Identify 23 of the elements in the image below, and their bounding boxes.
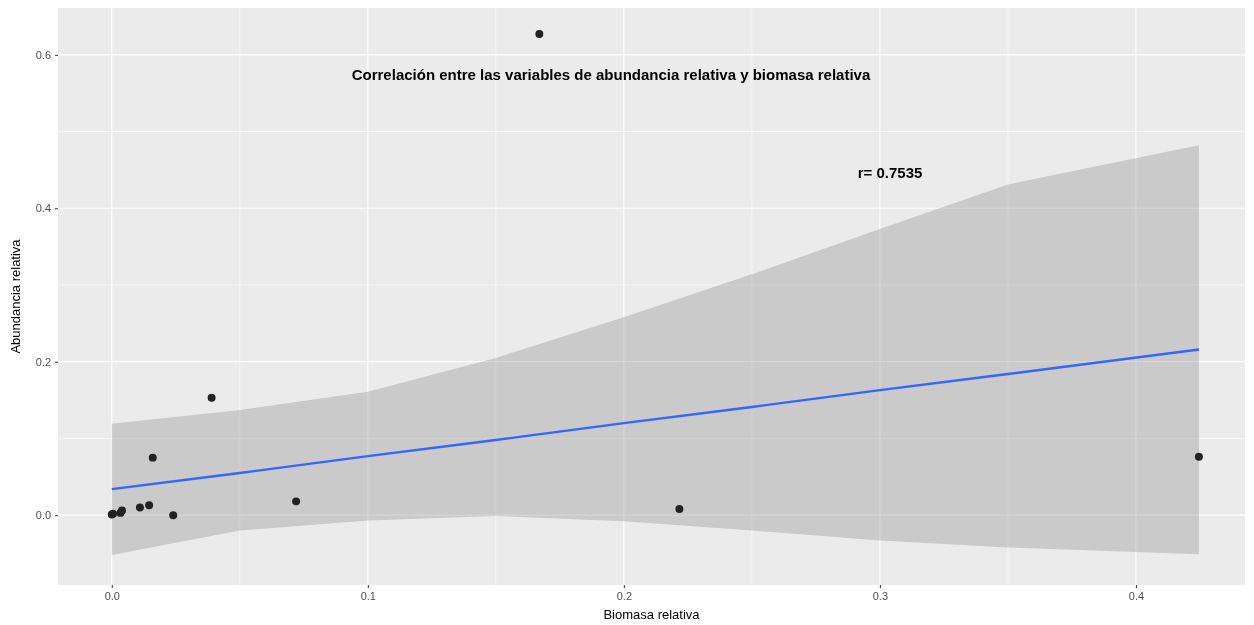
- y-tick-label: 0.2: [35, 355, 51, 368]
- point: [1194, 452, 1203, 461]
- x-tick-label: 0.1: [360, 589, 376, 602]
- x-tick-label: 0.3: [872, 589, 889, 602]
- text: Correlación entre las variables de abundancia relativa y biomasa relativa: [351, 66, 871, 83]
- annotation: r= 0.7535: [857, 164, 923, 181]
- x-tick-label: 0.2: [616, 589, 632, 602]
- y-tick-label: 0.0: [35, 509, 51, 522]
- point: [675, 505, 684, 514]
- point: [145, 501, 154, 510]
- x-tick-label: 0.4: [1128, 589, 1145, 602]
- x-tick-label: 0.0: [104, 589, 120, 602]
- point: [292, 497, 301, 506]
- y-tick-label: 0.6: [35, 48, 51, 61]
- x-axis-title: Biomasa relativa: [603, 607, 701, 622]
- point: [207, 393, 216, 402]
- point: [535, 30, 544, 39]
- point: [169, 511, 178, 520]
- point: [135, 503, 144, 512]
- y-tick-label: 0.4: [35, 202, 51, 215]
- point: [148, 453, 157, 462]
- line-series: [110, 348, 1201, 491]
- y-axis-title: Abundancia relativa: [8, 238, 23, 354]
